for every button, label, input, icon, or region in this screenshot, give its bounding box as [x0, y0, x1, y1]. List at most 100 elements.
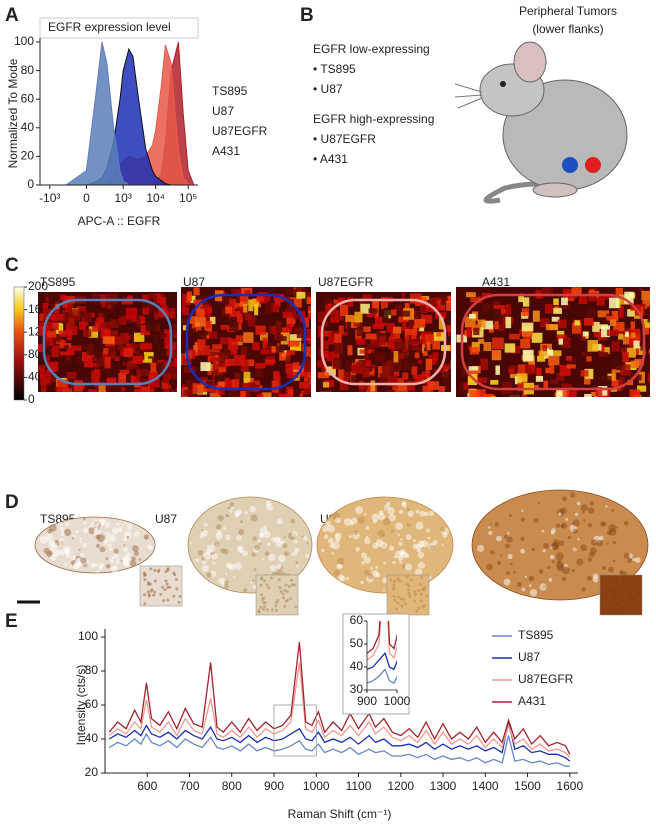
heatmap-pixel: [398, 316, 405, 323]
heatmap-pixel: [259, 332, 268, 341]
heatmap-pixel: [587, 340, 598, 352]
inset-texture: [611, 583, 615, 587]
inset-texture: [178, 594, 182, 598]
tissue-texture: [250, 514, 258, 522]
tissue-texture: [276, 563, 282, 570]
heatmap-pixel: [96, 317, 105, 324]
y-tick-label: 80: [21, 63, 35, 77]
heatmap-pixel: [111, 384, 122, 392]
heatmap-pixel: [52, 335, 63, 342]
heatmap-pixel: [581, 351, 589, 356]
heatmap-pixel: [252, 342, 260, 351]
tissue-texture: [558, 540, 565, 546]
heatmap-pixel: [295, 287, 306, 292]
x-tick-label: 1000: [303, 779, 330, 793]
x-tick-label: 10³: [114, 191, 131, 205]
tissue-texture: [508, 514, 512, 518]
heatmap-pixel: [365, 333, 377, 340]
heatmap-pixel: [322, 381, 330, 388]
tissue-texture: [477, 544, 485, 552]
heatmap-pixel: [466, 292, 476, 298]
heatmap-pixel: [334, 342, 344, 354]
zoom-region: [273, 704, 317, 757]
inset-y-tick-label: 50: [350, 636, 364, 650]
tissue-texture: [59, 526, 66, 533]
tissue-texture: [417, 551, 425, 559]
tissue-texture: [400, 551, 408, 559]
heatmap-pixel: [303, 346, 311, 358]
inset-texture: [166, 568, 170, 572]
heatmap-pixel: [415, 346, 425, 353]
heatmap-pixel: [125, 363, 135, 370]
heatmap-pixel: [347, 345, 353, 356]
heatmap-pixel: [520, 339, 531, 349]
tissue-texture: [97, 534, 105, 543]
heatmap-pixel: [483, 342, 492, 352]
inset-texture: [409, 578, 413, 582]
heatmap-pixel: [540, 322, 549, 328]
tissue-texture: [586, 575, 593, 581]
tissue-texture: [507, 531, 510, 535]
inset-texture: [293, 583, 297, 587]
heatmap-pixel: [639, 287, 644, 292]
heatmap-pixel: [406, 381, 416, 392]
heatmap-pixel: [212, 344, 223, 350]
heatmap-pixel: [390, 331, 395, 339]
heatmap-pixel: [428, 381, 440, 390]
heatmap-pixel: [568, 357, 577, 368]
heatmap-pixel: [191, 396, 201, 397]
tissue-texture: [228, 509, 233, 513]
inset-texture: [396, 578, 400, 582]
heatmap-pixel: [642, 325, 650, 335]
heatmap-pixel: [471, 342, 480, 352]
tissue-texture: [143, 534, 150, 540]
heatmap-pixel: [193, 287, 200, 296]
tumor-outline: [320, 298, 447, 386]
heatmap-pixel: [162, 373, 170, 384]
heatmap-pixel: [556, 334, 568, 339]
heatmap-pixel: [103, 321, 115, 328]
tissue-texture: [580, 544, 588, 552]
heatmap-pixel: [597, 386, 608, 396]
legend-label: U87: [212, 104, 234, 118]
x-tick-label: 700: [179, 779, 199, 793]
tissue-texture: [496, 560, 502, 566]
heatmap-pixel: [51, 345, 59, 358]
heatmap-pixel: [46, 315, 57, 327]
heatmap-pixel: [186, 291, 192, 301]
heatmap-pixel: [426, 342, 431, 351]
tissue-texture: [600, 521, 606, 527]
inset-texture: [609, 599, 613, 603]
tissue-texture: [60, 531, 65, 536]
heatmap-pixel: [339, 304, 349, 316]
heatmap-pixel: [156, 293, 162, 303]
heatmap-pixel: [584, 393, 592, 397]
inset-texture: [419, 592, 423, 596]
heatmap-pixel: [150, 362, 157, 373]
heatmap-pixel: [257, 385, 263, 390]
y-tick-label: 60: [85, 697, 99, 711]
heatmap-image: [316, 292, 451, 392]
heatmap-pixel: [265, 359, 276, 364]
heatmap-pixel: [412, 374, 425, 384]
tissue-texture: [417, 540, 425, 548]
heatmap-pixel: [196, 330, 207, 341]
heatmap-pixel: [338, 369, 345, 381]
heatmap-pixel: [366, 343, 378, 349]
heatmap-pixel: [508, 393, 516, 397]
inset-texture: [265, 583, 269, 587]
heatmap-pixel: [492, 337, 504, 350]
heatmap-pixel: [536, 367, 542, 380]
heatmap-pixel: [479, 385, 492, 395]
panel-letter: B: [300, 5, 314, 26]
heatmap-pixel: [47, 361, 59, 372]
tissue-texture: [587, 522, 593, 528]
tissue-texture: [250, 581, 253, 584]
legend-label: TS895: [518, 628, 554, 642]
heatmap-pixel: [636, 385, 647, 392]
tissue-texture: [415, 509, 420, 514]
heatmap-pixel: [537, 355, 546, 362]
heatmap-pixel: [45, 336, 54, 346]
heatmap-pixel: [169, 362, 177, 374]
inset-texture: [618, 576, 622, 580]
